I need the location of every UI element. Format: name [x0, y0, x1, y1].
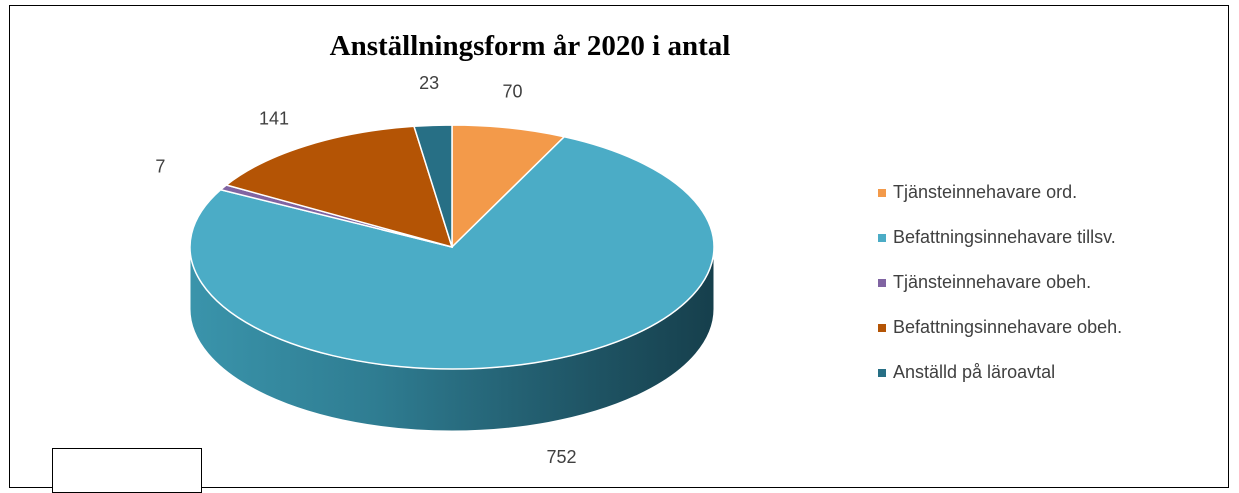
legend-label: Befattningsinnehavare obeh. [893, 317, 1123, 337]
legend-item: Befattningsinnehavare obeh. [878, 305, 1122, 350]
pie-data-label: 70 [502, 82, 522, 102]
legend-item: Tjänsteinnehavare obeh. [878, 260, 1122, 305]
pie-data-label: 23 [419, 73, 439, 93]
pie-slices [189, 124, 715, 370]
legend-swatch [878, 188, 886, 197]
legend-label: Tjänsteinnehavare ord. [893, 182, 1078, 202]
legend-swatch [878, 278, 886, 287]
legend-label: Anställd på läroavtal [893, 362, 1056, 382]
legend-label: Befattningsinnehavare tillsv. [893, 227, 1116, 247]
pie-slice [224, 125, 454, 249]
text-box [52, 448, 202, 493]
pie-data-label: 7 [155, 157, 165, 177]
pie-slice [413, 124, 453, 248]
legend-item: Tjänsteinnehavare ord. [878, 170, 1122, 215]
pie-data-labels: 70 752 7 141 23 [155, 73, 576, 467]
legend: Tjänsteinnehavare ord. Befattningsinneha… [878, 170, 1122, 395]
legend-swatch [878, 368, 886, 377]
pie-slice [189, 135, 715, 370]
legend-item: Anställd på läroavtal [878, 350, 1122, 395]
legend-swatch [878, 233, 886, 242]
legend-swatch [878, 323, 886, 332]
chart-title: Anställningsform år 2020 i antal [329, 30, 731, 62]
legend-label: Tjänsteinnehavare obeh. [893, 272, 1092, 292]
pie-data-label: 141 [259, 109, 289, 129]
legend-item: Befattningsinnehavare tillsv. [878, 215, 1122, 260]
pie-data-label: 752 [546, 447, 576, 467]
pie-slice [451, 124, 566, 249]
